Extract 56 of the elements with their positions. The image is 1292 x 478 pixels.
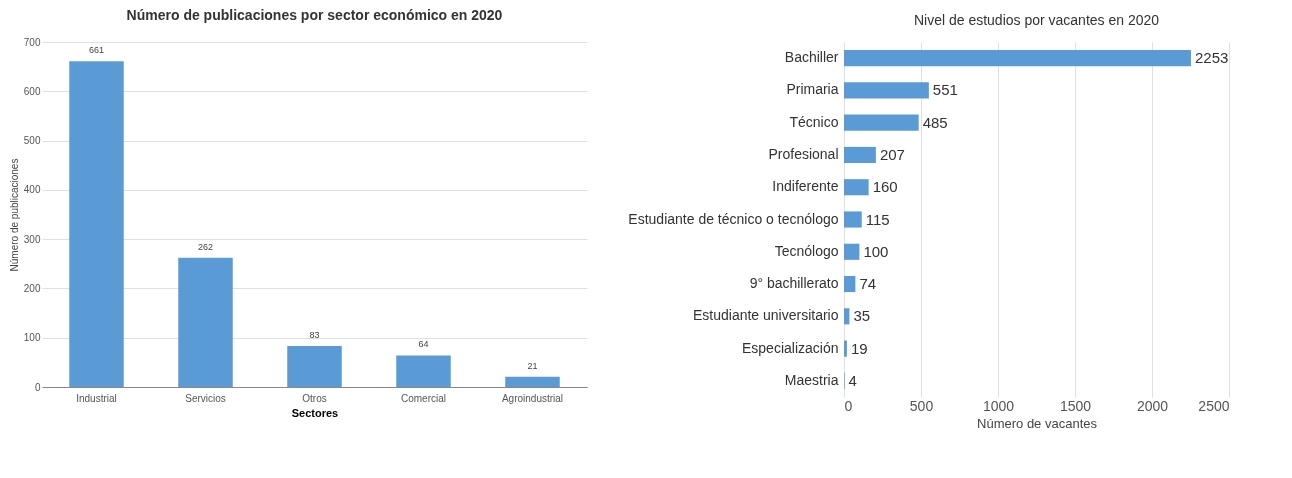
y-tick-label: Indiferente bbox=[772, 178, 839, 195]
chart-title: Número de publicaciones por sector económico en 2020 bbox=[126, 7, 503, 23]
y-tick-label: Especialización bbox=[742, 339, 839, 356]
y-tick-label: Estudiante de técnico o tecnólogo bbox=[628, 210, 839, 227]
bar bbox=[396, 355, 451, 387]
y-tick-label: 9° bachillerato bbox=[749, 275, 839, 292]
bar bbox=[69, 61, 124, 387]
chart-title: Nivel de estudios por vacantes en 2020 bbox=[913, 12, 1160, 28]
x-tick-label: 0 bbox=[844, 397, 853, 414]
data-label: 207 bbox=[879, 145, 905, 163]
data-label: 551 bbox=[932, 81, 958, 99]
data-label: 74 bbox=[859, 275, 877, 293]
y-tick-label: Maestria bbox=[784, 371, 839, 388]
x-tick-label: 500 bbox=[909, 397, 934, 414]
y-tick-label: 0 bbox=[34, 381, 41, 393]
data-label: 661 bbox=[88, 45, 105, 56]
bar bbox=[287, 346, 342, 387]
x-axis-title: Número de vacantes bbox=[977, 415, 1098, 431]
bar bbox=[505, 376, 560, 387]
y-tick-label: Tecnólogo bbox=[774, 242, 839, 259]
y-tick-label: 100 bbox=[23, 332, 41, 344]
y-tick-label: Profesional bbox=[768, 145, 839, 162]
data-label: 160 bbox=[872, 178, 898, 196]
bar bbox=[178, 257, 233, 387]
data-label: 64 bbox=[418, 339, 429, 350]
x-tick-label: Otros bbox=[302, 392, 327, 404]
x-tick-label: Servicios bbox=[185, 392, 226, 404]
data-label: 4 bbox=[848, 371, 857, 389]
x-tick-label: 2000 bbox=[1136, 397, 1169, 414]
x-tick-label: 1000 bbox=[982, 397, 1015, 414]
y-tick-label: Estudiante universitario bbox=[692, 307, 839, 324]
y-tick-label: Técnico bbox=[789, 113, 839, 130]
data-label: 115 bbox=[865, 210, 890, 228]
data-label: 100 bbox=[863, 242, 889, 260]
y-tick-label: 700 bbox=[23, 36, 41, 48]
data-label: 262 bbox=[197, 241, 214, 252]
y-axis-title: Número de publicaciones bbox=[8, 158, 20, 272]
x-axis-title: Sectores bbox=[291, 406, 339, 419]
x-tick-label: Comercial bbox=[400, 392, 447, 404]
y-tick-label: Bachiller bbox=[784, 49, 839, 66]
x-tick-label: Industrial bbox=[76, 392, 117, 404]
x-tick-label: 1500 bbox=[1059, 397, 1092, 414]
data-label: 21 bbox=[527, 360, 538, 371]
data-label: 35 bbox=[853, 307, 871, 325]
data-label: 83 bbox=[309, 330, 320, 341]
data-label: 485 bbox=[922, 113, 948, 131]
y-tick-label: Primaria bbox=[786, 81, 839, 98]
y-tick-label: 400 bbox=[23, 184, 41, 196]
y-tick-label: 500 bbox=[23, 135, 41, 147]
y-tick-label: 600 bbox=[23, 85, 41, 97]
y-tick-label: 200 bbox=[23, 282, 41, 294]
data-label: 19 bbox=[850, 339, 868, 357]
x-tick-label: Agroindustrial bbox=[501, 392, 564, 404]
x-tick-label: 2500 bbox=[1198, 397, 1230, 414]
y-tick-label: 300 bbox=[23, 233, 41, 245]
data-label: 2253 bbox=[1194, 49, 1229, 67]
